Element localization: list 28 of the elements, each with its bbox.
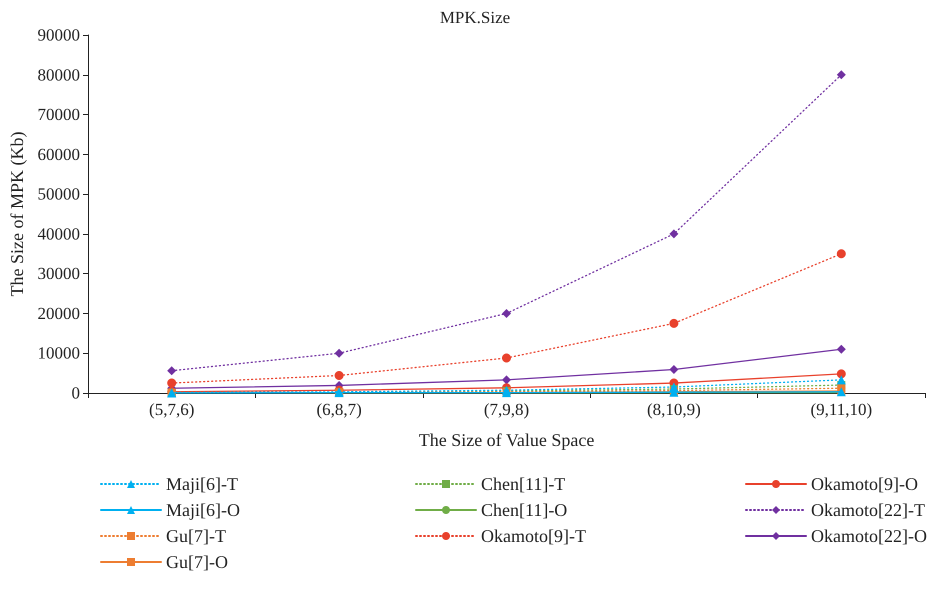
legend-label: Chen[11]-T [481,474,566,494]
legend-label: Gu[7]-O [166,552,228,572]
x-tick-label: (6,8,7) [316,400,362,419]
y-tick-label: 90000 [38,26,80,44]
legend-label: Gu[7]-T [166,526,226,546]
x-tick-label: (7,9,8) [484,400,530,419]
x-tick-label: (5,7,6) [149,400,194,419]
legend-label: Maji[6]-T [166,474,238,494]
x-tick-label: (9,11,10) [810,400,872,419]
chart-title: MPK.Size [440,8,510,27]
y-tick-label: 40000 [38,224,80,244]
legend-label: Chen[11]-O [481,500,568,520]
y-tick-label: 60000 [38,144,80,164]
legend-label: Okamoto[9]-O [811,474,918,494]
legend-label: Maji[6]-O [166,500,240,520]
y-tick-label: 10000 [38,344,80,363]
y-tick-label: 20000 [38,304,80,323]
y-tick-label: 50000 [38,184,80,204]
legend-label: Okamoto[22]-T [811,500,925,520]
legend-label: Okamoto[9]-T [481,526,586,546]
y-axis-title: The Size of MPK (Kb) [7,132,27,296]
x-axis-title: The Size of Value Space [418,430,594,450]
y-tick-label: 30000 [38,264,80,284]
y-tick-label: 0 [72,384,80,402]
x-tick-label: (8,10,9) [646,400,701,419]
y-tick-label: 80000 [38,65,80,84]
y-tick-label: 70000 [38,105,80,124]
legend-label: Okamoto[22]-O [811,526,927,546]
